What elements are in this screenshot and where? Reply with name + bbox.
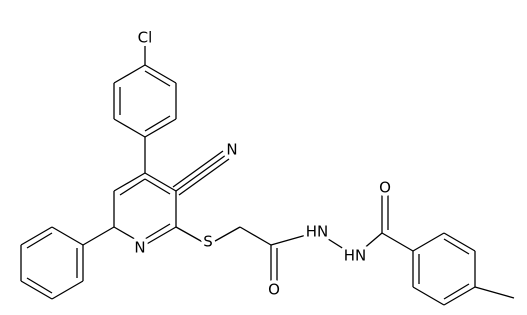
atom-label: O	[268, 281, 280, 299]
bond	[239, 226, 272, 246]
bond	[144, 118, 177, 138]
bond	[26, 277, 53, 294]
bond	[20, 226, 53, 246]
bond	[443, 286, 476, 306]
bond	[144, 115, 171, 132]
bond	[316, 231, 356, 257]
bond	[270, 231, 318, 246]
bond	[175, 154, 227, 192]
bond	[51, 280, 84, 300]
bond	[113, 118, 146, 138]
atom-label: N	[134, 239, 145, 257]
bond	[51, 226, 84, 246]
bond	[82, 226, 115, 246]
bonds	[20, 45, 515, 306]
bond	[443, 232, 476, 252]
bond	[144, 70, 171, 87]
atom-label: HN	[306, 223, 329, 241]
bond	[113, 172, 146, 192]
bond	[354, 232, 383, 257]
bond	[119, 178, 146, 196]
bond	[178, 158, 230, 196]
bond	[474, 286, 515, 299]
bond	[172, 150, 224, 188]
bond	[144, 178, 171, 195]
bond	[144, 64, 177, 84]
atom-label: N	[226, 141, 237, 159]
bond	[113, 64, 146, 84]
atom-label: Cl	[138, 29, 153, 47]
bond	[381, 232, 414, 252]
bond	[443, 283, 470, 300]
bond	[113, 226, 146, 246]
bond	[443, 238, 470, 255]
bond	[144, 223, 171, 240]
bond	[412, 286, 445, 306]
atom-label: HN	[344, 247, 367, 265]
bond	[175, 226, 209, 246]
atom-label: O	[379, 179, 391, 197]
bond	[144, 172, 177, 192]
bond	[20, 280, 53, 300]
bond	[144, 226, 177, 246]
bond	[412, 232, 445, 252]
bond	[26, 232, 53, 249]
bond	[207, 226, 241, 246]
atom-label: S	[203, 233, 213, 251]
